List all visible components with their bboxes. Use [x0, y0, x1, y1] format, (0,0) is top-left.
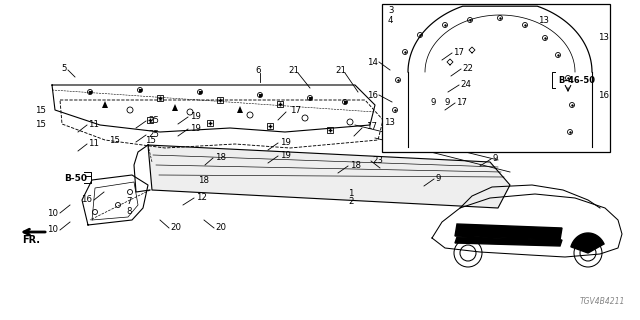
Polygon shape [102, 101, 108, 108]
Text: 16: 16 [81, 196, 92, 204]
Text: 17: 17 [366, 122, 377, 131]
Text: 10: 10 [47, 226, 58, 235]
Text: B-50: B-50 [64, 173, 87, 182]
Text: 19: 19 [190, 111, 201, 121]
Text: 2: 2 [348, 197, 353, 206]
Text: 11: 11 [88, 139, 99, 148]
Text: 16: 16 [367, 91, 378, 100]
Text: 19: 19 [190, 124, 201, 132]
Text: 19: 19 [280, 150, 291, 159]
Text: 17: 17 [290, 106, 301, 115]
Text: 25: 25 [148, 130, 159, 139]
Bar [217, 97, 223, 103]
Text: 21: 21 [289, 66, 300, 75]
Text: 13: 13 [384, 117, 395, 126]
Text: 3: 3 [388, 5, 394, 14]
Text: 17: 17 [456, 98, 467, 107]
Bar [267, 123, 273, 129]
Text: 22: 22 [462, 63, 473, 73]
Text: 13: 13 [598, 33, 609, 42]
Polygon shape [571, 233, 604, 253]
Polygon shape [455, 237, 562, 246]
Text: 24: 24 [460, 79, 471, 89]
Polygon shape [172, 104, 178, 111]
Text: 17: 17 [453, 47, 464, 57]
Text: 12: 12 [196, 193, 207, 202]
Bar [327, 127, 333, 133]
Text: 15: 15 [145, 135, 156, 145]
Text: 19: 19 [280, 138, 291, 147]
Text: 10: 10 [47, 209, 58, 218]
Text: 21: 21 [335, 66, 346, 75]
Text: 8: 8 [127, 207, 132, 217]
Text: B-46-50: B-46-50 [558, 76, 595, 84]
Bar [157, 95, 163, 101]
Text: 18: 18 [350, 161, 361, 170]
Text: TGV4B4211: TGV4B4211 [580, 298, 625, 307]
Text: 1: 1 [348, 188, 353, 197]
Text: 9: 9 [444, 98, 449, 107]
Text: 20: 20 [215, 222, 226, 231]
Text: 5: 5 [61, 63, 67, 73]
Text: 15: 15 [109, 135, 120, 145]
Text: 4: 4 [388, 15, 394, 25]
Polygon shape [237, 106, 243, 113]
Bar [277, 101, 283, 107]
Text: 7: 7 [127, 197, 132, 206]
Polygon shape [148, 145, 510, 208]
Text: 18: 18 [198, 175, 209, 185]
Text: FR.: FR. [22, 235, 40, 245]
Bar [147, 117, 153, 123]
Bar [382, 4, 610, 152]
Text: 15: 15 [35, 119, 46, 129]
Text: 11: 11 [88, 119, 99, 129]
Text: 18: 18 [215, 153, 226, 162]
Text: 9: 9 [492, 154, 497, 163]
Text: 25: 25 [148, 116, 159, 124]
Text: 9: 9 [430, 98, 435, 107]
Text: 23: 23 [372, 156, 383, 164]
Text: 14: 14 [367, 58, 378, 67]
Text: 13: 13 [538, 15, 549, 25]
Text: 20: 20 [170, 222, 181, 231]
Polygon shape [455, 224, 562, 240]
Text: 9: 9 [435, 173, 440, 182]
Text: 16: 16 [598, 91, 609, 100]
Text: 6: 6 [255, 66, 260, 75]
Text: 15: 15 [35, 106, 46, 115]
Bar [207, 120, 213, 126]
